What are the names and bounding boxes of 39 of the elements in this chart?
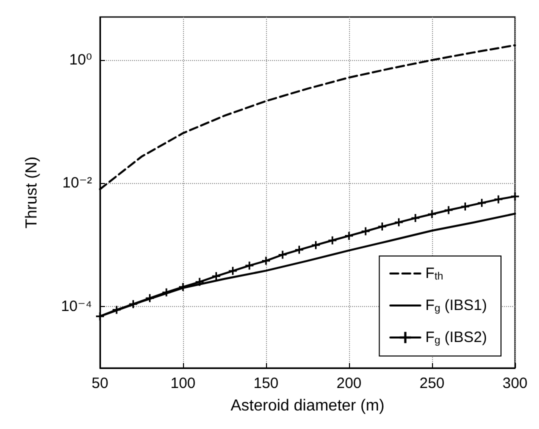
point [444,206,453,214]
point [295,246,304,254]
point [278,250,287,259]
legend-label: Fg (IBS1) [425,297,488,314]
y-tick-label: 10⁻⁴ [60,298,92,315]
point [96,312,104,320]
point [461,202,470,211]
point [312,241,320,250]
point [378,222,386,231]
point [212,272,220,280]
x-tick-label: 150 [253,375,279,392]
x-axis-title: Asteroid diameter (m) [230,398,384,414]
point [112,306,121,314]
point [428,210,436,218]
point [511,192,519,200]
legend-label: Fth [425,265,444,282]
y-axis-title: Thrust (N) [24,156,40,228]
legend-label: Fg (IBS2) [425,329,488,346]
point [494,195,502,204]
point [328,236,336,244]
point [262,256,270,265]
x-tick-label: 250 [419,375,445,392]
x-tick-label: 50 [92,375,108,392]
y-tick-label: 10⁻² [62,174,92,192]
x-tick-label: 300 [502,375,528,392]
point [162,288,170,296]
point [245,262,254,270]
point [362,227,370,236]
point [146,294,154,302]
point [129,300,138,308]
x-tick-label: 200 [336,375,362,392]
point [228,266,237,275]
point [411,214,420,222]
x-tick-label: 100 [170,375,196,392]
point [345,232,353,240]
point [478,198,486,207]
y-tick-label: 10⁰ [69,52,92,69]
point [196,278,204,286]
point [394,218,403,226]
